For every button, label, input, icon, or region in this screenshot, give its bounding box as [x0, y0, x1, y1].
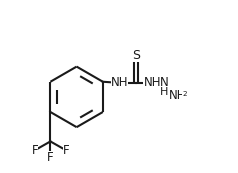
Text: F: F: [31, 144, 38, 157]
Text: NH: NH: [143, 76, 161, 89]
Text: F: F: [63, 144, 69, 157]
Text: N: N: [160, 76, 169, 89]
Text: NH: NH: [169, 89, 186, 102]
Text: F: F: [47, 151, 54, 164]
Text: H: H: [160, 87, 169, 97]
Text: $_2$: $_2$: [182, 89, 188, 98]
Text: S: S: [132, 49, 140, 62]
Text: NH: NH: [110, 76, 128, 89]
